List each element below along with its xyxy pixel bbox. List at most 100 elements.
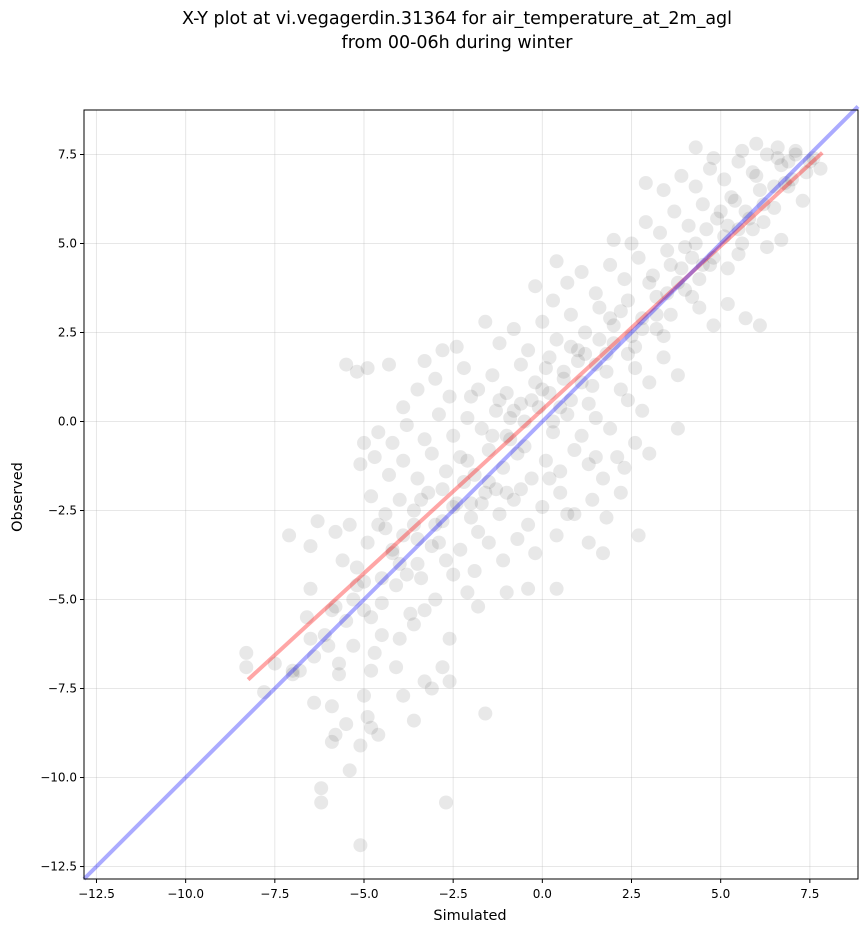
scatter-point-60	[360, 535, 375, 550]
scatter-point-84	[435, 514, 450, 529]
scatter-point-153	[542, 350, 557, 365]
scatter-point-170	[535, 314, 550, 329]
line-series-0	[246, 151, 824, 682]
scatter-point-324	[460, 453, 475, 468]
scatter-point-188	[560, 275, 575, 290]
scatter-point-330	[685, 250, 700, 265]
scatter-point-54	[549, 581, 564, 596]
scatter-point-294	[578, 346, 593, 361]
scatter-point-327	[581, 396, 596, 411]
scatter-point-303	[485, 428, 500, 443]
scatter-point-128	[489, 403, 503, 418]
scatter-point-33	[346, 638, 361, 653]
y-tick-label-3: −5.0	[48, 593, 77, 607]
scatter-points	[239, 136, 828, 853]
plot-area-frame	[83, 109, 859, 880]
scatter-point-320	[588, 450, 603, 465]
scatter-point-99	[382, 467, 396, 482]
scatter-point-162	[670, 368, 685, 383]
scatter-point-75	[596, 546, 610, 561]
scatter-point-284	[756, 215, 771, 230]
scatter-point-64	[410, 556, 425, 571]
scatter-point-74	[581, 535, 596, 550]
scatter-point-62	[385, 542, 400, 557]
scatter-point-129	[503, 432, 518, 447]
scatter-point-152	[528, 375, 543, 390]
scatter-point-319	[560, 507, 575, 522]
scatter-point-267	[303, 631, 318, 646]
scatter-point-150	[499, 386, 514, 400]
scatter-point-200	[731, 247, 746, 262]
scatter-point-123	[417, 432, 432, 447]
scatter-point-201	[745, 222, 760, 237]
scatter-point-207	[638, 215, 653, 230]
scatter-point-281	[649, 322, 664, 336]
scatter-point-215	[752, 183, 767, 198]
scatter-point-313	[364, 610, 379, 625]
scatter-point-197	[688, 236, 703, 251]
scatter-point-259	[731, 222, 746, 237]
scatter-point-41	[324, 603, 339, 618]
scatter-point-302	[799, 165, 814, 180]
scatter-point-230	[802, 154, 817, 169]
scatter-point-164	[435, 343, 450, 358]
scatter-point-141	[360, 361, 375, 376]
scatter-point-40	[303, 581, 318, 596]
chart-subtitle: from 00-06h during winter	[342, 33, 574, 53]
scatter-point-218	[795, 193, 810, 208]
scatter-point-224	[717, 172, 732, 187]
scatter-point-113	[581, 457, 596, 472]
scatter-point-242	[606, 336, 621, 351]
scatter-point-22	[364, 663, 379, 678]
scatter-point-299	[727, 193, 742, 208]
x-tick-label-1: −10.0	[167, 887, 204, 901]
scatter-point-89	[506, 492, 521, 507]
scatter-point-260	[767, 179, 782, 194]
scatter-point-301	[785, 172, 799, 187]
scatter-point-204	[549, 254, 564, 269]
scatter-point-137	[620, 393, 635, 408]
scatter-point-223	[703, 161, 717, 176]
scatter-point-307	[574, 375, 589, 390]
scatter-point-329	[649, 307, 664, 322]
y-axis-label: Observed	[10, 462, 26, 532]
scatter-point-10	[371, 727, 386, 742]
scatter-point-332	[756, 197, 771, 212]
line-series-1	[82, 104, 860, 881]
scatter-point-321	[617, 460, 632, 475]
scatter-point-227	[760, 147, 774, 162]
scatter-point-69	[481, 535, 496, 550]
scatter-point-146	[442, 389, 457, 404]
scatter-point-331	[720, 218, 735, 233]
scatter-point-100	[396, 453, 411, 468]
scatter-point-248	[464, 496, 478, 511]
scatter-point-138	[635, 403, 650, 418]
scatter-point-85	[449, 496, 464, 511]
scatter-point-263	[446, 500, 461, 514]
scatter-point-5	[324, 734, 339, 749]
scatter-point-119	[357, 435, 371, 450]
x-tick-label-3: −5.0	[349, 887, 378, 901]
scatter-point-249	[428, 517, 443, 532]
scatter-point-117	[642, 446, 657, 461]
scatter-point-278	[542, 386, 557, 400]
scatter-point-323	[414, 492, 429, 507]
scatter-point-234	[749, 136, 764, 151]
scatter-point-293	[556, 364, 571, 379]
scatter-point-177	[635, 311, 650, 326]
scatter-point-42	[346, 592, 361, 607]
scatter-point-165	[449, 339, 464, 354]
scatter-point-229	[788, 143, 803, 158]
scatter-point-118	[670, 421, 685, 436]
scatter-point-135	[588, 411, 603, 425]
scatter-point-1	[314, 795, 329, 810]
scatter-point-169	[521, 343, 536, 358]
scatter-point-191	[603, 257, 618, 272]
scatter-point-86	[464, 510, 478, 525]
scatter-point-246	[749, 168, 764, 183]
scatter-point-328	[620, 346, 635, 361]
scatter-point-93	[567, 507, 582, 522]
scatter-point-316	[513, 482, 528, 497]
scatter-point-178	[649, 289, 664, 304]
